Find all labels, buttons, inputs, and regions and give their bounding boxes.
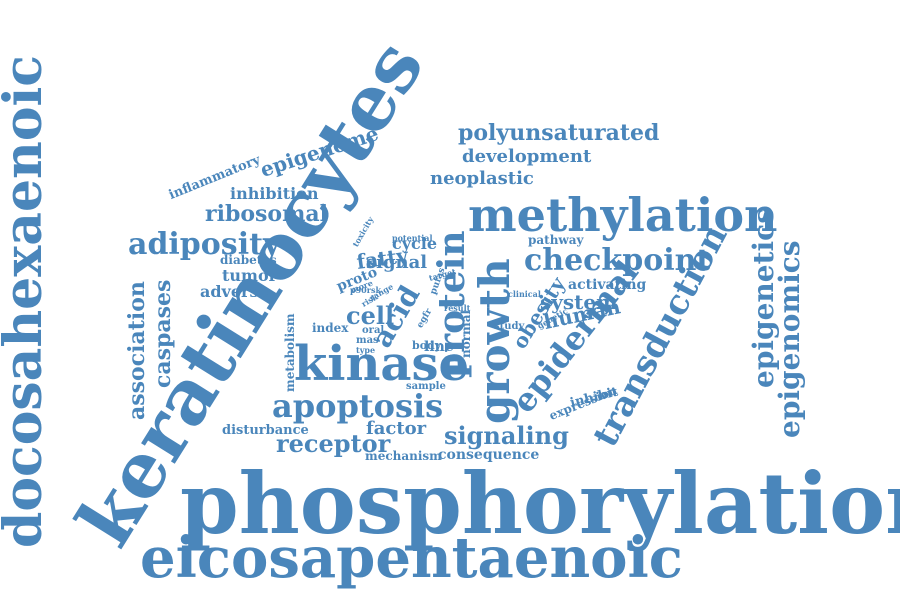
- word-development: development: [462, 146, 592, 167]
- word-sample: sample: [406, 381, 446, 392]
- word-type: type: [356, 345, 376, 355]
- word-phosphorylation: phosphorylation: [180, 454, 900, 553]
- word-eicosapentaenoic: eicosapentaenoic: [140, 525, 683, 591]
- word-index: index: [312, 321, 349, 335]
- word-association: association: [124, 281, 150, 420]
- word-tumor: tumor: [222, 266, 278, 285]
- word-cell: cell: [346, 301, 395, 330]
- word-apoptosis: apoptosis: [272, 387, 444, 425]
- word-disturbance: disturbance: [222, 423, 309, 438]
- word-metabolism: metabolism: [283, 313, 297, 392]
- word-clinical: clinical: [508, 289, 541, 299]
- word-docosahexaenoic: docosahexaenoic: [0, 55, 54, 548]
- word-caspases: caspases: [150, 279, 176, 388]
- word-checkpoint: checkpoint: [524, 243, 711, 278]
- word-inhibition: inhibition: [230, 184, 319, 203]
- word-mechanism: mechanism: [365, 449, 442, 463]
- word-signal: signal: [366, 252, 428, 273]
- word-epigenomics: epigenomics: [773, 240, 806, 438]
- word-system: system: [540, 290, 618, 314]
- word-cycle: cycle: [392, 234, 438, 253]
- word-normal: normal: [459, 309, 473, 358]
- word-consequence: consequence: [438, 447, 540, 463]
- word-neoplastic: neoplastic: [430, 168, 534, 189]
- word-methylation: methylation: [468, 188, 778, 242]
- word-adiposity: adiposity: [128, 227, 281, 262]
- word-polyunsaturated: polyunsaturated: [458, 120, 660, 146]
- word-result: result: [444, 303, 471, 313]
- word-signaling: signaling: [444, 421, 569, 450]
- word-study: study: [494, 321, 525, 332]
- word-p90rsk: p90rsk: [350, 285, 381, 295]
- word-activating: activating: [568, 277, 647, 293]
- word-epigenetics: epigenetics: [747, 208, 780, 388]
- word-factor: factor: [366, 418, 427, 439]
- word-oral: oral: [362, 325, 385, 336]
- word-toxicity: toxicity: [350, 214, 376, 249]
- word-line: line: [424, 339, 454, 355]
- word-mas: mas: [356, 335, 379, 346]
- word-kinase: kinase: [294, 336, 470, 392]
- word-adverse: adverse: [200, 282, 269, 301]
- word-receptor: receptor: [276, 429, 391, 458]
- word-ribosomal: ribosomal: [205, 201, 328, 227]
- word-pathway: pathway: [528, 233, 584, 247]
- word-body: body: [412, 339, 442, 352]
- word-diabetes: diabetes: [220, 253, 277, 267]
- word-potential: potential: [392, 233, 433, 243]
